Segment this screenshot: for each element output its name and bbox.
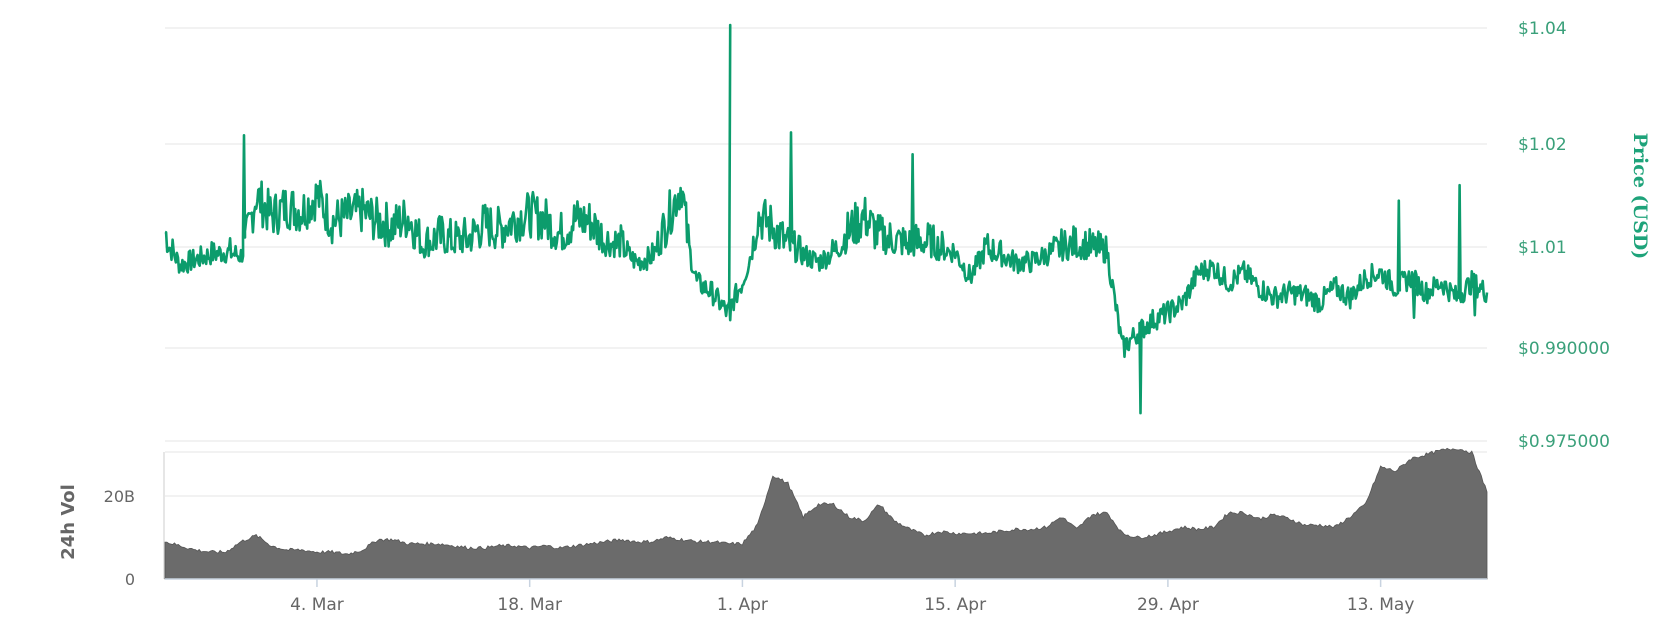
price-series-line xyxy=(164,23,1489,415)
x-tick-label: 29. Apr xyxy=(1137,595,1199,615)
price-tick-label: $0.990000 xyxy=(1518,339,1610,359)
x-tick-label: 4. Mar xyxy=(290,595,344,615)
price-tick-label: $0.975000 xyxy=(1518,432,1610,452)
price-tick-label: $1.04 xyxy=(1518,19,1567,39)
x-tick-label: 1. Apr xyxy=(717,595,768,615)
x-tick-label: 18. Mar xyxy=(497,595,562,615)
x-tick-label: 15. Apr xyxy=(924,595,986,615)
price-tick-label: $1.02 xyxy=(1518,135,1567,155)
volume-axis-title: 24h Vol xyxy=(58,484,79,560)
volume-series-area xyxy=(164,447,1488,580)
volume-area-layer xyxy=(164,447,1488,580)
x-tick-label: 13. May xyxy=(1347,595,1415,615)
price-tick-label: $1.01 xyxy=(1518,238,1567,258)
x-axis-ticks: 4. Mar 18. Mar 1. Apr 15. Apr 29. Apr 13. May xyxy=(290,579,1414,615)
volume-axis-ticks: 0 20B xyxy=(104,487,135,589)
price-axis-ticks: $1.04 $1.02 $1.01 $0.990000 $0.975000 xyxy=(1518,19,1610,452)
price-line-layer xyxy=(164,23,1489,415)
volume-tick-label: 0 xyxy=(125,570,135,589)
price-gridlines xyxy=(165,27,1487,442)
volume-tick-label: 20B xyxy=(104,487,135,506)
price-axis-title: Price (USD) xyxy=(1629,133,1651,260)
